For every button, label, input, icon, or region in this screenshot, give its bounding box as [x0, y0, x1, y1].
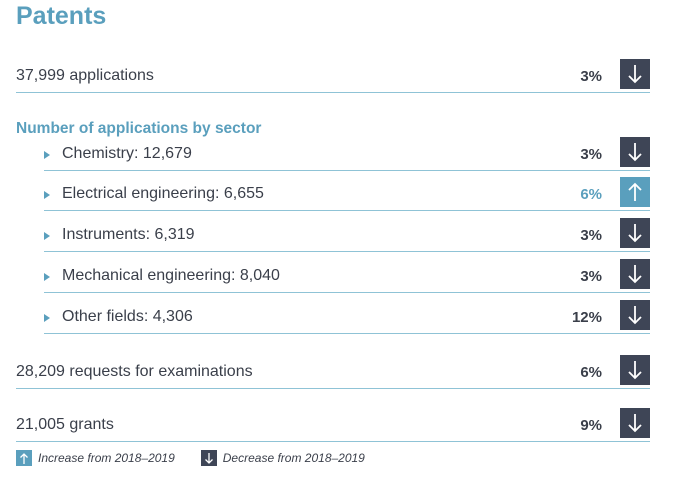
sector-label: Instruments: 6,319: [62, 226, 195, 243]
arrow-down-icon: [620, 300, 650, 330]
sector-row-electrical: Electrical engineering: 6,655 6%: [44, 176, 650, 211]
arrow-down-icon: [200, 450, 217, 466]
arrow-up-icon: [16, 450, 32, 466]
examinations-label: 28,209 requests for examinations: [16, 363, 253, 380]
arrow-down-icon: [620, 259, 650, 289]
bullet-icon: [44, 151, 50, 159]
arrow-down-icon: [620, 355, 650, 385]
sector-row-other: Other fields: 4,306 12%: [44, 299, 650, 334]
applications-percent: 3%: [580, 68, 602, 85]
sector-heading: Number of applications by sector: [16, 120, 262, 137]
arrow-up-icon: [620, 177, 650, 207]
arrow-down-icon: [620, 59, 650, 89]
sector-row-mechanical: Mechanical engineering: 8,040 3%: [44, 258, 650, 293]
sector-label: Mechanical engineering: 8,040: [62, 267, 280, 284]
applications-row: 37,999 applications 3%: [16, 56, 650, 93]
sector-label: Electrical engineering: 6,655: [62, 185, 264, 202]
sector-percent: 6%: [580, 186, 602, 203]
examinations-percent: 6%: [580, 364, 602, 381]
sector-percent: 12%: [571, 309, 602, 326]
grants-row: 21,005 grants 9%: [16, 405, 650, 442]
legend-increase-label: Increase from 2018–2019: [38, 451, 175, 465]
bullet-icon: [44, 314, 50, 322]
arrow-down-icon: [620, 408, 650, 438]
sector-percent: 3%: [580, 146, 602, 163]
sector-percent: 3%: [580, 227, 602, 244]
sector-row-chemistry: Chemistry: 12,679 3%: [44, 136, 650, 171]
sector-label: Other fields: 4,306: [62, 308, 193, 325]
bullet-icon: [44, 273, 50, 281]
bullet-icon: [44, 191, 50, 199]
legend: Increase from 2018–2019 Decrease from 20…: [16, 450, 365, 466]
grants-percent: 9%: [580, 417, 602, 434]
sector-percent: 3%: [580, 268, 602, 285]
sector-row-instruments: Instruments: 6,319 3%: [44, 217, 650, 252]
legend-decrease-label: Decrease from 2018–2019: [222, 451, 365, 465]
sector-label: Chemistry: 12,679: [62, 145, 192, 162]
page-title: Patents: [16, 2, 107, 30]
grants-label: 21,005 grants: [16, 416, 114, 433]
examinations-row: 28,209 requests for examinations 6%: [16, 352, 650, 389]
arrow-down-icon: [620, 218, 650, 248]
bullet-icon: [44, 232, 50, 240]
applications-label: 37,999 applications: [16, 67, 154, 84]
arrow-down-icon: [620, 137, 650, 167]
